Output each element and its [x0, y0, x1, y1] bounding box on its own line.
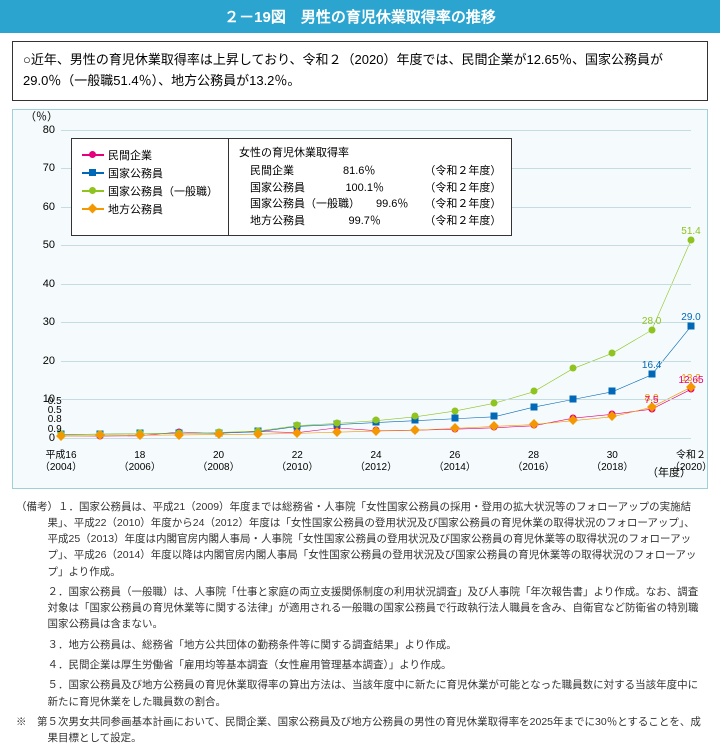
start-label: 0.5	[48, 396, 62, 407]
legend-label: 地方公務員	[108, 201, 163, 217]
legend-swatch	[82, 208, 104, 210]
footnote: ４．民間企業は厚生労働省「雇用均等基本調査（女性雇用管理基本調査）」より作成。	[16, 657, 704, 673]
value-label: 12.65	[678, 375, 703, 386]
summary-text: ○近年、男性の育児休業取得率は上昇しており、令和２（2020）年度では、民間企業…	[12, 41, 708, 101]
x-tick: 24（2012）	[355, 450, 397, 474]
x-tick: 平成16（2004）	[40, 450, 82, 474]
data-point	[648, 326, 655, 333]
footnote: ５．国家公務員及び地方公務員の育児休業取得率の算出方法は、当該年度中に新たに育児…	[16, 677, 704, 710]
legend-swatch	[82, 154, 104, 156]
footnote: ３．地方公務員は、総務省「地方公共団体の勤務条件等に関する調査結果」より作成。	[16, 637, 704, 653]
chart-container: （％） （年度） 民間企業国家公務員国家公務員（一般職）地方公務員 女性の育児休…	[12, 109, 708, 489]
data-point	[491, 413, 498, 420]
chart-title: ２－19図 男性の育児休業取得率の推移	[0, 0, 720, 33]
gridline	[61, 361, 691, 362]
value-label: 7.5	[645, 395, 659, 406]
legend-label: 国家公務員（一般職）	[108, 183, 218, 199]
legend-label: 民間企業	[108, 147, 152, 163]
value-label: 16.4	[642, 360, 661, 371]
data-point	[491, 399, 498, 406]
footnote-star: ※ 第５次男女共同参画基本計画において、民間企業、国家公務員及び地方公務員の男性…	[16, 714, 704, 747]
data-point	[609, 388, 616, 395]
legend-series: 民間企業国家公務員国家公務員（一般職） 地方公務員	[71, 138, 229, 237]
footnotes: （備考）１．国家公務員は、平成21（2009）年度までは総務省・人事院「女性国家…	[16, 499, 704, 747]
gridline	[61, 438, 691, 439]
y-tick: 50	[25, 239, 55, 251]
legend-item: 国家公務員（一般職）	[82, 183, 218, 199]
data-point	[688, 322, 695, 329]
value-label: 29.0	[681, 312, 700, 323]
x-tick: 28（2016）	[512, 450, 554, 474]
data-point	[530, 388, 537, 395]
legend-item: 国家公務員	[82, 165, 218, 181]
legend-label: 国家公務員	[108, 165, 163, 181]
female-rate-row: 国家公務員100.1％（令和２年度）	[239, 180, 501, 197]
data-point	[569, 365, 576, 372]
value-label: 28.0	[642, 316, 661, 327]
y-tick: 80	[25, 124, 55, 136]
data-point	[451, 415, 458, 422]
x-tick: 22（2010）	[276, 450, 318, 474]
series-line	[61, 240, 691, 434]
gridline	[61, 245, 691, 246]
legend-female-rates: 女性の育児休業取得率 民間企業81.6％（令和２年度） 国家公務員100.1％（…	[229, 138, 512, 237]
female-rate-row: 国家公務員（一般職）99.6％（令和２年度）	[239, 196, 501, 213]
y-tick: 60	[25, 201, 55, 213]
y-tick: 70	[25, 162, 55, 174]
x-tick: 18（2006）	[119, 450, 161, 474]
data-point	[333, 419, 340, 426]
legend-item: 民間企業	[82, 147, 218, 163]
y-tick: 40	[25, 278, 55, 290]
data-point	[412, 413, 419, 420]
y-tick: 20	[25, 355, 55, 367]
female-rate-row: 民間企業81.6％（令和２年度）	[239, 163, 501, 180]
legend-right-header: 女性の育児休業取得率	[239, 145, 501, 162]
legend-swatch	[82, 172, 104, 174]
x-tick: 令和２（2020）	[670, 450, 712, 474]
data-point	[451, 407, 458, 414]
x-tick: 26（2014）	[434, 450, 476, 474]
gridline	[61, 130, 691, 131]
gridline	[61, 284, 691, 285]
gridline	[61, 399, 691, 400]
legend-item: 地方公務員	[82, 201, 218, 217]
footnote: ２．国家公務員（一般職）は、人事院「仕事と家庭の両立支援関係制度の利用状況調査」…	[16, 584, 704, 633]
legend: 民間企業国家公務員国家公務員（一般職） 地方公務員 女性の育児休業取得率 民間企業…	[71, 138, 512, 237]
data-point	[648, 371, 655, 378]
gridline	[61, 322, 691, 323]
x-tick: 20（2008）	[197, 450, 239, 474]
y-tick: 30	[25, 316, 55, 328]
data-point	[688, 236, 695, 243]
data-point	[569, 396, 576, 403]
data-point	[609, 349, 616, 356]
footnote: （備考）１．国家公務員は、平成21（2009）年度までは総務省・人事院「女性国家…	[16, 499, 704, 580]
female-rate-row: 地方公務員99.7％（令和２年度）	[239, 213, 501, 230]
y-axis-label: （％）	[25, 108, 58, 124]
x-tick: 30（2018）	[591, 450, 633, 474]
data-point	[373, 417, 380, 424]
data-point	[530, 403, 537, 410]
value-label: 51.4	[681, 226, 700, 237]
legend-swatch	[82, 190, 104, 192]
